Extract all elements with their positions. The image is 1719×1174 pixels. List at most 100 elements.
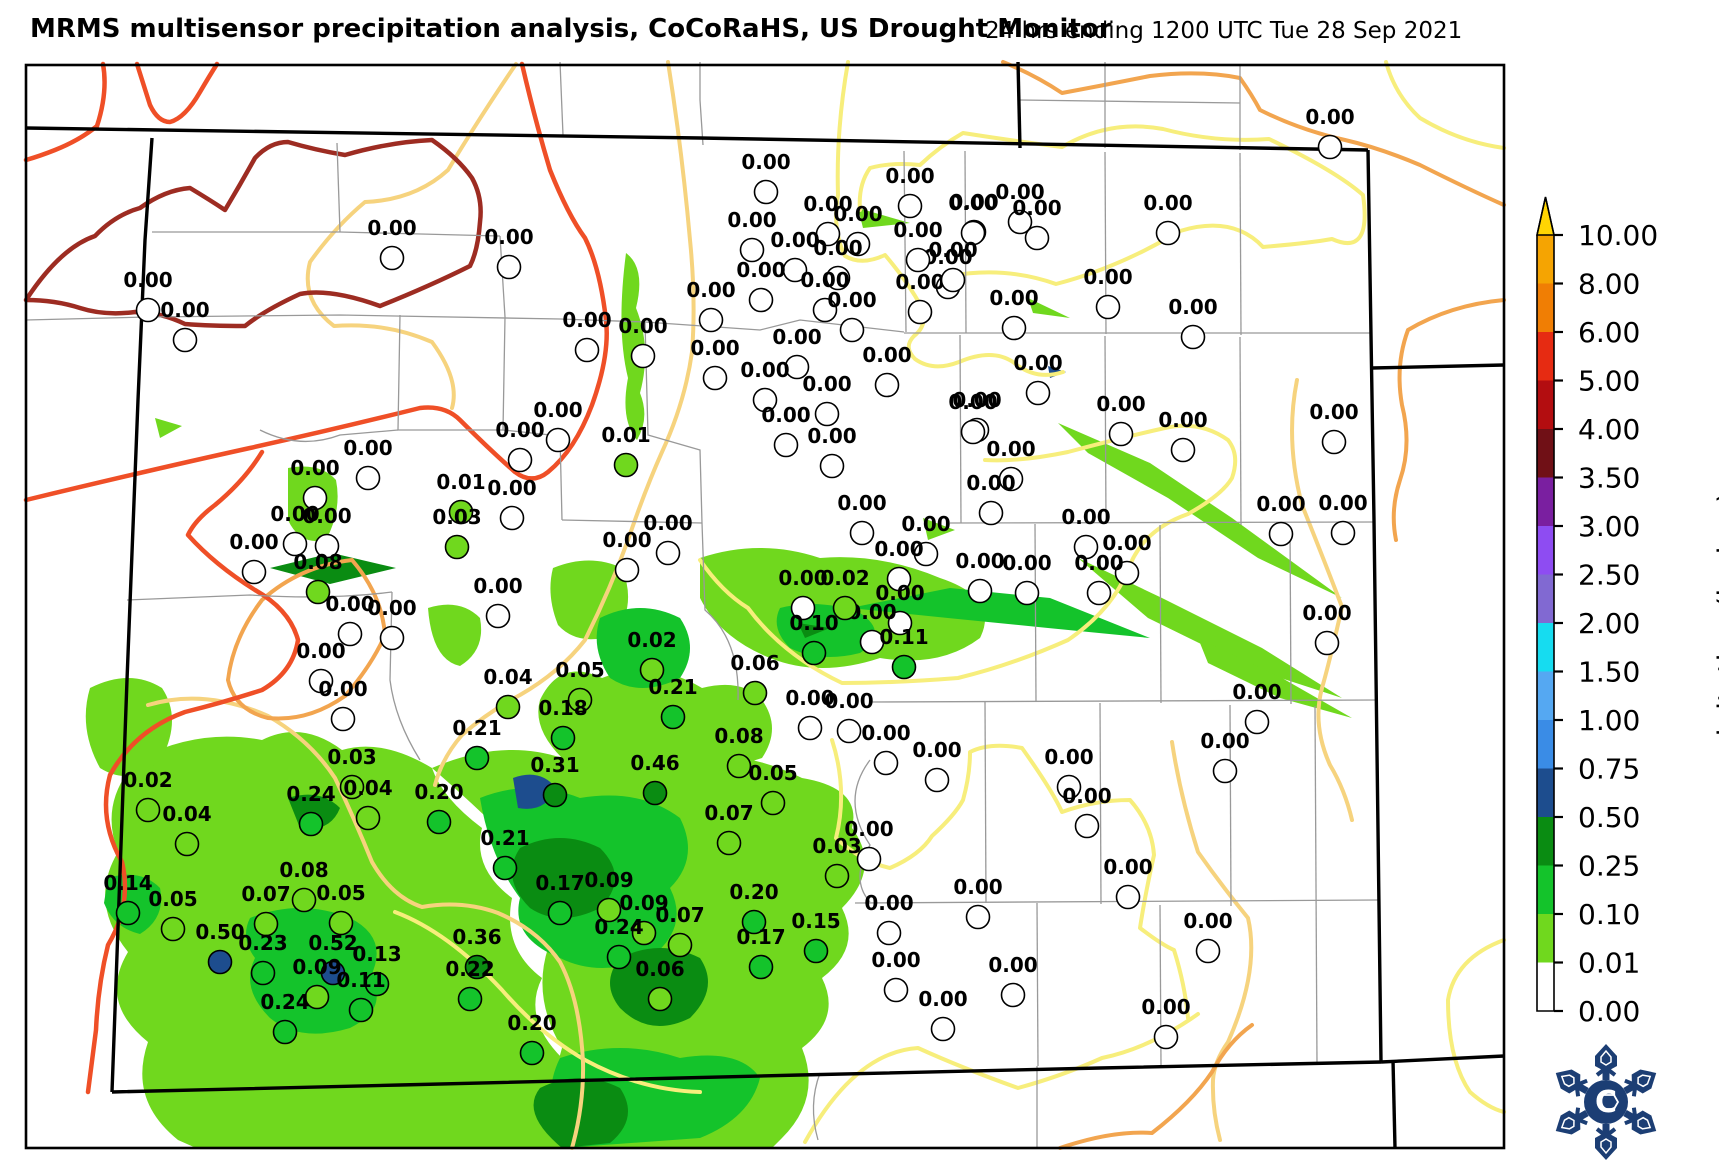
colorbar-segment: [1537, 477, 1554, 527]
station-marker: [667, 932, 693, 958]
colorbar-tick-label: 6.00: [1578, 316, 1640, 349]
station-marker: [742, 680, 768, 706]
drought-contour-D1: [305, 62, 518, 410]
station: 0.00: [1141, 995, 1191, 1050]
station-value-label: 0.02: [123, 768, 172, 792]
station-value-label: 0.08: [714, 724, 763, 748]
station: 0.09: [584, 868, 634, 923]
station-value-label: 0.11: [879, 625, 928, 649]
station-value-label: 0.22: [445, 957, 494, 981]
station: 0.00: [1200, 729, 1250, 784]
map-frame: [24, 63, 1506, 1150]
station-marker: [614, 557, 640, 583]
station-value-label: 0.04: [483, 665, 532, 689]
station-marker: [797, 715, 823, 741]
station-value-label: 0.00: [901, 512, 950, 536]
station-value-label: 0.00: [1141, 995, 1190, 1019]
station: 0.00: [772, 325, 822, 380]
colorbar: 10.00 8.00 6.00 5.00 4.00 3.50 3.00 2.50 2.00 1.5…: [1536, 196, 1658, 1028]
station: 0.00: [1183, 909, 1233, 964]
station-marker: [379, 625, 405, 651]
station-marker: [978, 500, 1004, 526]
page-title: MRMS multisensor precipitation analysis,…: [30, 14, 1112, 44]
station-value-label: 0.00: [948, 390, 997, 414]
precip-blob: [1078, 558, 1342, 698]
snowflake-icon: C: [1555, 1044, 1657, 1160]
station-marker: [924, 767, 950, 793]
station-marker: [873, 750, 899, 776]
drought-contour-D0: [830, 738, 1190, 1020]
colorbar-segment: [1537, 526, 1554, 576]
station: 0.00: [302, 504, 352, 559]
station-marker: [824, 863, 850, 889]
station-value-label: 0.00: [1183, 909, 1232, 933]
station-value-label: 0.07: [704, 801, 753, 825]
station: 0.00: [862, 343, 912, 398]
county-border: [502, 316, 563, 521]
county-border: [25, 316, 148, 321]
station: 0.08: [279, 858, 329, 913]
drought-contour-D3: [23, 61, 107, 163]
station-marker: [1074, 813, 1100, 839]
precip-blob: [428, 604, 482, 666]
station: 0.00: [895, 270, 945, 325]
drought-contour-layer: [23, 60, 1506, 1150]
station-marker: [748, 287, 774, 313]
drought-contour-D0: [393, 910, 702, 1094]
station-value-label: 0.00: [1013, 351, 1062, 375]
station: 0.02: [627, 628, 677, 683]
drought-contour-D2: [1001, 60, 1506, 207]
station-marker: [1212, 758, 1238, 784]
station: 0.03: [327, 745, 377, 800]
station: 0.00: [871, 948, 921, 1003]
station-value-label: 0.06: [730, 651, 779, 675]
station-value-label: 0.03: [327, 745, 376, 769]
station: 0.21: [452, 716, 502, 771]
station-value-label: 0.00: [800, 268, 849, 292]
station: 0.00: [875, 581, 925, 636]
station-marker: [825, 265, 851, 291]
station-marker: [748, 954, 774, 980]
station-marker: [1114, 560, 1140, 586]
station: 0.15: [791, 909, 841, 964]
station-marker: [642, 780, 668, 806]
colorbar-tick-label: 3.00: [1578, 510, 1640, 543]
station-marker: [1244, 709, 1270, 735]
colorbar-tick-label: 1.50: [1578, 656, 1640, 689]
station-value-label: 0.21: [452, 716, 501, 740]
precip-blob: [596, 608, 690, 688]
station-value-label: 0.07: [655, 903, 704, 927]
station: 0.00: [966, 471, 1016, 526]
station-marker: [655, 540, 681, 566]
drought-contour-D1: [146, 696, 586, 1150]
station-value-label: 0.36: [452, 925, 501, 949]
station-marker: [499, 505, 525, 531]
station: 0.09: [619, 891, 669, 946]
station-value-label: 0.00: [487, 476, 536, 500]
station-value-label: 0.00: [367, 596, 416, 620]
station-value-label: 0.00: [736, 258, 785, 282]
station-marker: [444, 534, 470, 560]
station: 0.07: [241, 882, 291, 937]
snowflake-hex-cap: [1595, 1044, 1617, 1072]
station-marker: [965, 904, 991, 930]
county-border: [1239, 152, 1242, 336]
station-value-label: 0.05: [316, 881, 365, 905]
station: 0.00: [1318, 491, 1368, 546]
station-marker: [606, 944, 632, 970]
station-value-label: 0.00: [824, 689, 873, 713]
county-border: [1159, 524, 1162, 704]
drought-contour-D1: [1290, 378, 1354, 822]
station: 0.36: [452, 925, 502, 980]
colorbar-segment: [1537, 574, 1554, 624]
drought-contour-D3: [23, 61, 609, 503]
station: 0.00: [824, 689, 874, 744]
county-border: [903, 150, 907, 333]
station-marker: [812, 297, 838, 323]
station-value-label: 0.31: [530, 753, 579, 777]
precip-blob: [798, 623, 830, 638]
station: 0.04: [162, 802, 212, 857]
station-marker: [886, 566, 912, 592]
station-marker: [702, 365, 728, 391]
station-value-label: 0.00: [1302, 601, 1351, 625]
